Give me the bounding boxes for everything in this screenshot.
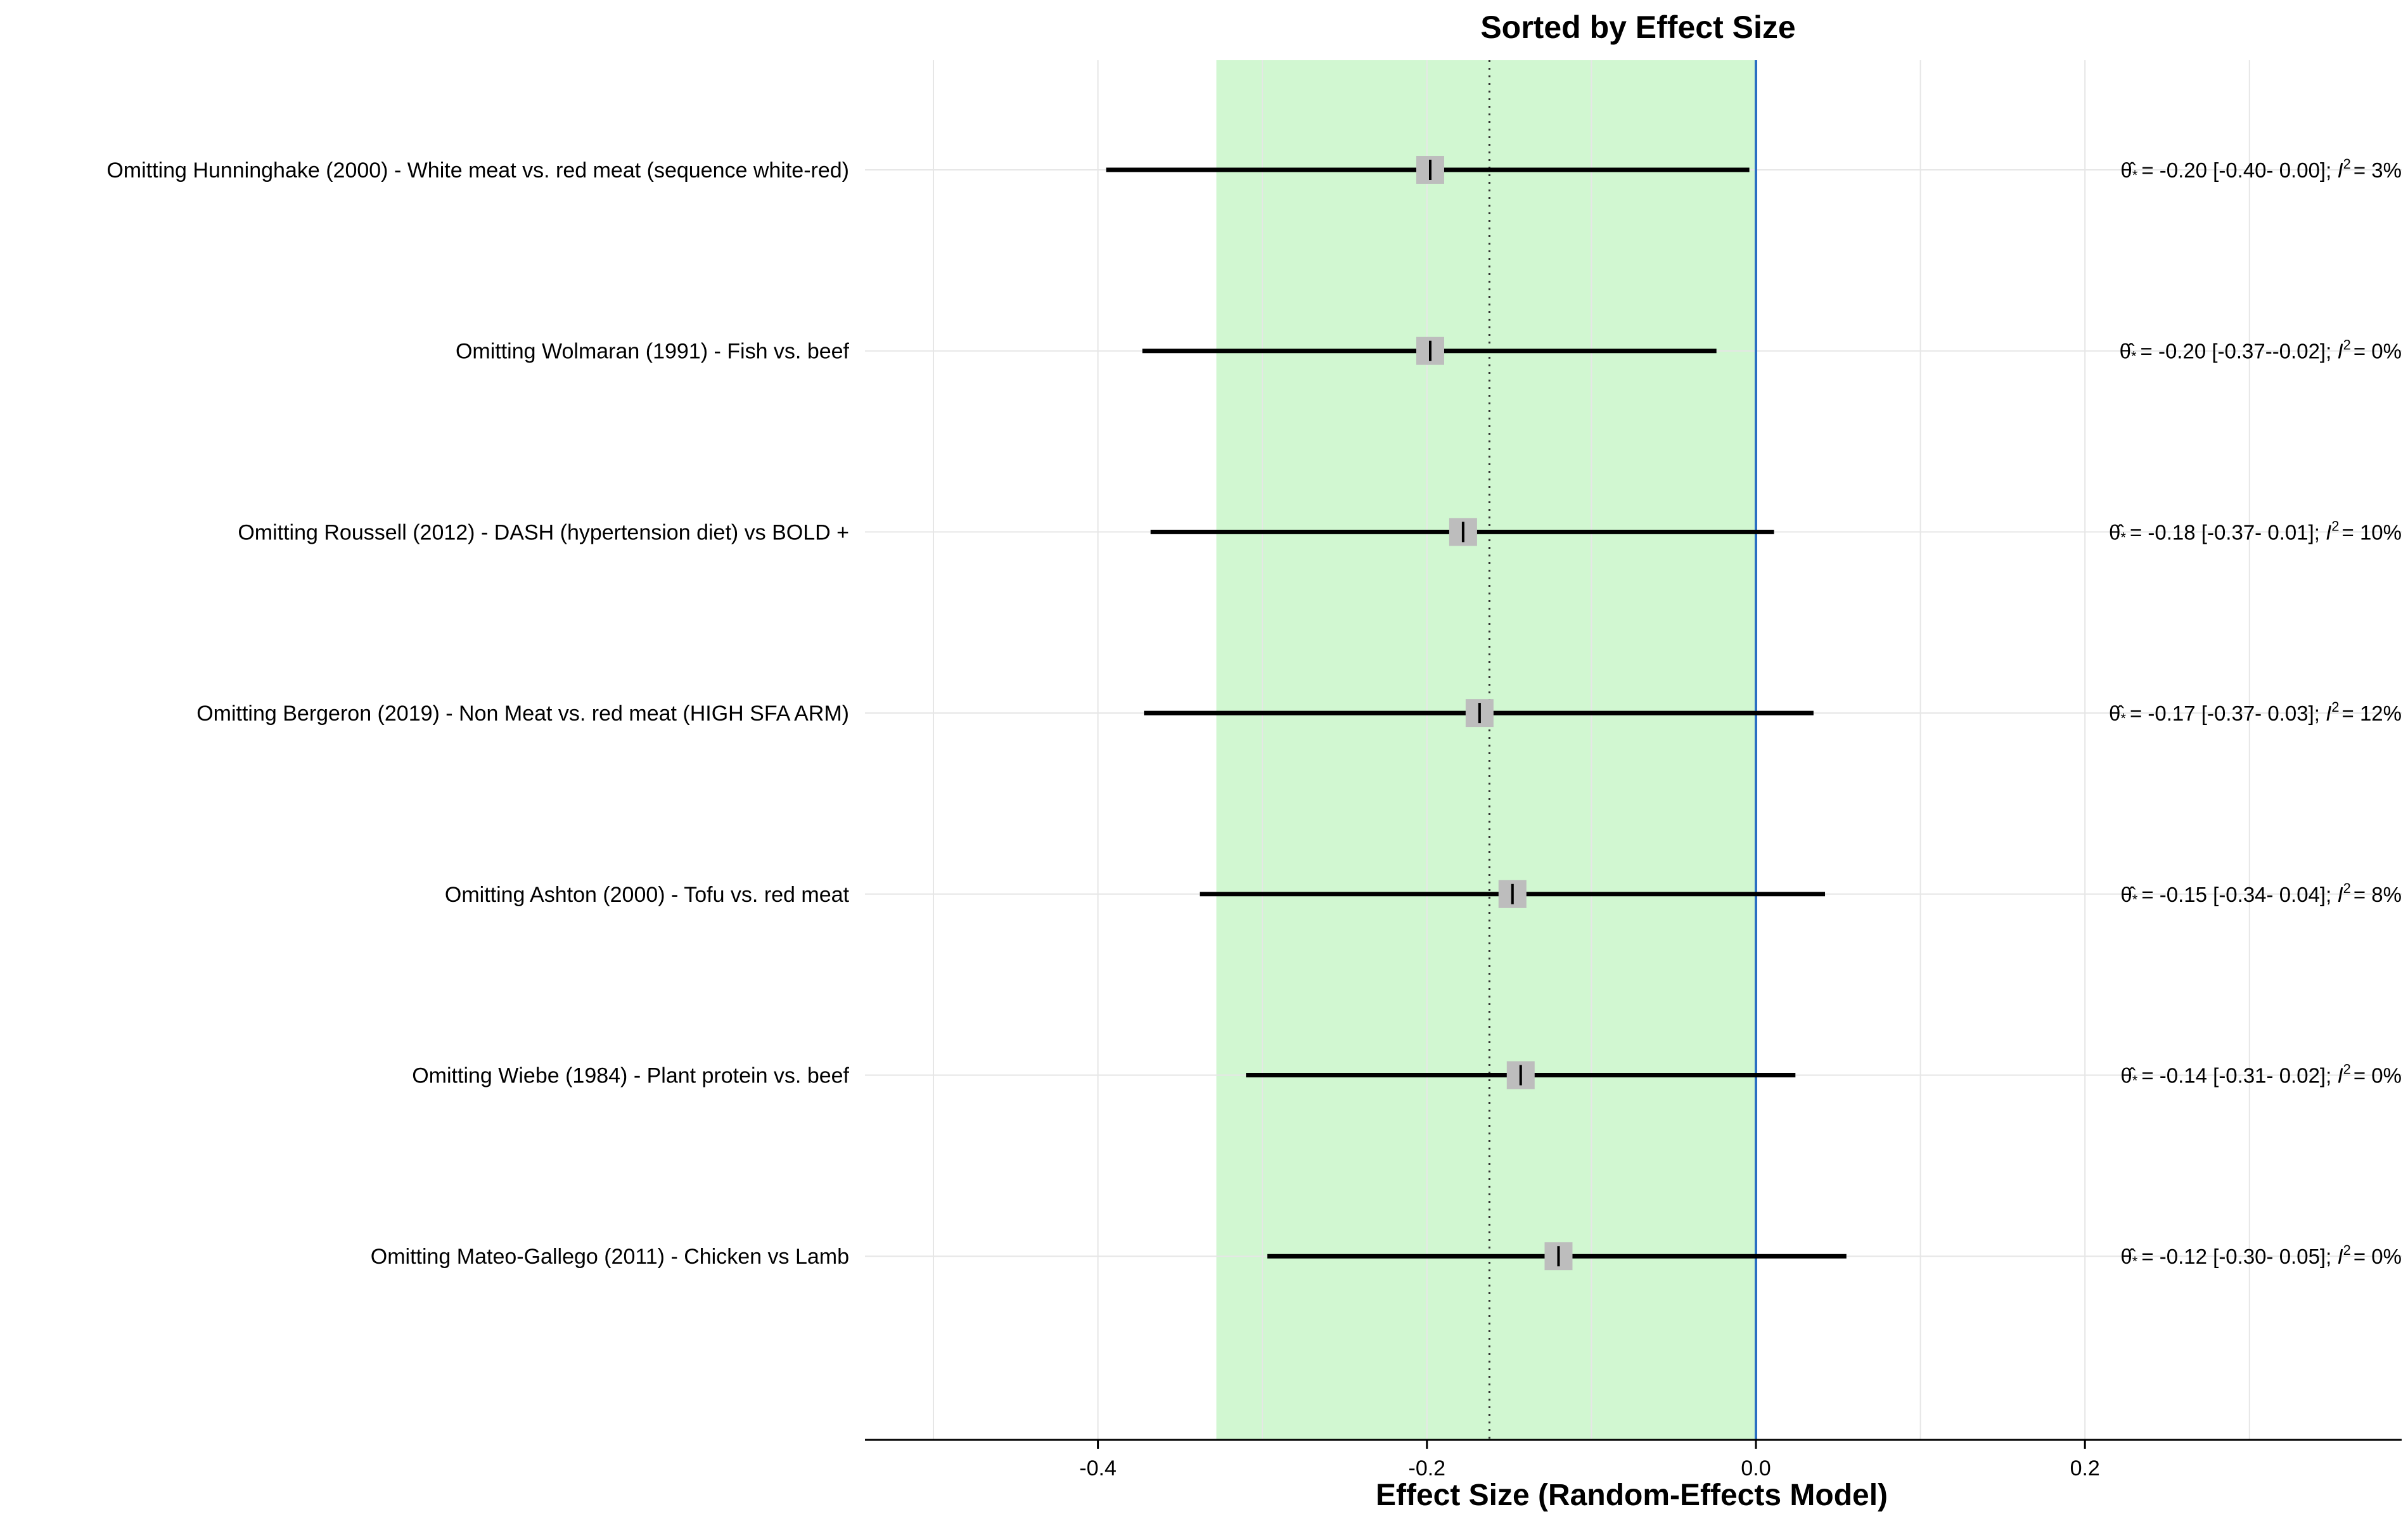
i2-superscript: 2	[2331, 699, 2339, 715]
i2-superscript: 2	[2343, 1242, 2351, 1258]
i2-value: = 0%	[2354, 1064, 2402, 1088]
i2-value: = 0%	[2354, 1245, 2402, 1268]
i2-superscript: 2	[2331, 518, 2339, 534]
i2-superscript: 2	[2343, 156, 2351, 172]
stat-annotation: θ̂* = -0.18 [-0.37- 0.01]; I2 = 10%	[2109, 518, 2402, 545]
i2-value: = 8%	[2354, 883, 2402, 906]
i2-symbol: I	[2337, 158, 2343, 182]
i2-symbol: I	[2326, 520, 2331, 544]
i2-value: = 3%	[2354, 158, 2402, 182]
i2-superscript: 2	[2343, 880, 2351, 896]
study-row: Omitting Wiebe (1984) - Plant protein vs…	[412, 1061, 2402, 1089]
theta-subscript: *	[2120, 529, 2126, 545]
x-tick-label: -0.4	[1079, 1456, 1117, 1480]
stat-value: = -0.17 [-0.37- 0.03];	[2130, 702, 2326, 725]
study-label: Omitting Wolmaran (1991) - Fish vs. beef	[456, 340, 850, 364]
study-row: Omitting Ashton (2000) - Tofu vs. red me…	[445, 880, 2402, 908]
theta-subscript: *	[2132, 167, 2138, 183]
pooled-ci-band	[1216, 60, 1756, 1440]
x-tick-label: -0.2	[1409, 1456, 1446, 1480]
study-row: Omitting Wolmaran (1991) - Fish vs. beef…	[456, 337, 2402, 365]
study-row: Omitting Bergeron (2019) - Non Meat vs. …	[196, 699, 2402, 728]
study-label: Omitting Roussell (2012) - DASH (hyperte…	[238, 520, 849, 544]
study-row: Omitting Hunninghake (2000) - White meat…	[106, 156, 2402, 184]
stat-annotation: θ̂* = -0.20 [-0.40- 0.00]; I2 = 3%	[2120, 156, 2402, 183]
theta-subscript: *	[2131, 349, 2137, 364]
reference-line-layer	[1488, 60, 1757, 1440]
i2-superscript: 2	[2343, 337, 2351, 353]
theta-subscript: *	[2120, 710, 2126, 726]
stat-value: = -0.18 [-0.37- 0.01];	[2130, 520, 2326, 544]
x-axis: -0.4 -0.2 0.0 0.2	[865, 1439, 2402, 1480]
i2-symbol: I	[2337, 883, 2343, 906]
i2-superscript: 2	[2343, 1062, 2351, 1077]
x-axis-title: Effect Size (Random-Effects Model)	[1376, 1479, 1888, 1512]
stat-value: = -0.12 [-0.30- 0.05];	[2141, 1245, 2337, 1268]
theta-subscript: *	[2132, 1254, 2138, 1269]
stat-annotation: θ̂* = -0.17 [-0.37- 0.03]; I2 = 12%	[2109, 699, 2402, 726]
study-label: Omitting Ashton (2000) - Tofu vs. red me…	[445, 883, 850, 907]
x-tick-label: 0.2	[2070, 1456, 2100, 1480]
stat-value: = -0.15 [-0.34- 0.04];	[2141, 883, 2337, 906]
i2-symbol: I	[2326, 702, 2331, 725]
stat-annotation: θ̂* = -0.15 [-0.34- 0.04]; I2 = 8%	[2120, 880, 2402, 908]
i2-value: = 0%	[2354, 340, 2402, 363]
i2-symbol: I	[2337, 1245, 2343, 1268]
stat-annotation: θ̂* = -0.12 [-0.30- 0.05]; I2 = 0%	[2120, 1242, 2402, 1269]
stat-annotation: θ̂* = -0.14 [-0.31- 0.02]; I2 = 0%	[2120, 1062, 2402, 1089]
x-tick-label: 0.0	[1741, 1456, 1771, 1480]
study-label: Omitting Bergeron (2019) - Non Meat vs. …	[196, 702, 849, 726]
study-rows-layer: Omitting Hunninghake (2000) - White meat…	[106, 156, 2402, 1271]
study-label: Omitting Wiebe (1984) - Plant protein vs…	[412, 1064, 849, 1088]
theta-subscript: *	[2132, 892, 2138, 908]
i2-value: = 12%	[2342, 702, 2402, 725]
stat-value: = -0.20 [-0.37--0.02];	[2141, 340, 2338, 363]
study-label: Omitting Hunninghake (2000) - White meat…	[106, 158, 849, 183]
study-row: Omitting Mateo-Gallego (2011) - Chicken …	[371, 1242, 2402, 1271]
stat-annotation: θ̂* = -0.20 [-0.37--0.02]; I2 = 0%	[2120, 337, 2402, 364]
i2-value: = 10%	[2342, 520, 2402, 544]
i2-symbol: I	[2337, 340, 2343, 363]
study-row: Omitting Roussell (2012) - DASH (hyperte…	[238, 518, 2402, 546]
study-label: Omitting Mateo-Gallego (2011) - Chicken …	[371, 1245, 849, 1269]
pooled-ci-band-layer	[1216, 60, 1756, 1440]
stat-value: = -0.20 [-0.40- 0.00];	[2141, 158, 2337, 182]
i2-symbol: I	[2337, 1064, 2343, 1088]
theta-subscript: *	[2132, 1073, 2138, 1089]
chart-title: Sorted by Effect Size	[1480, 10, 1795, 45]
stat-value: = -0.14 [-0.31- 0.02];	[2141, 1064, 2337, 1088]
